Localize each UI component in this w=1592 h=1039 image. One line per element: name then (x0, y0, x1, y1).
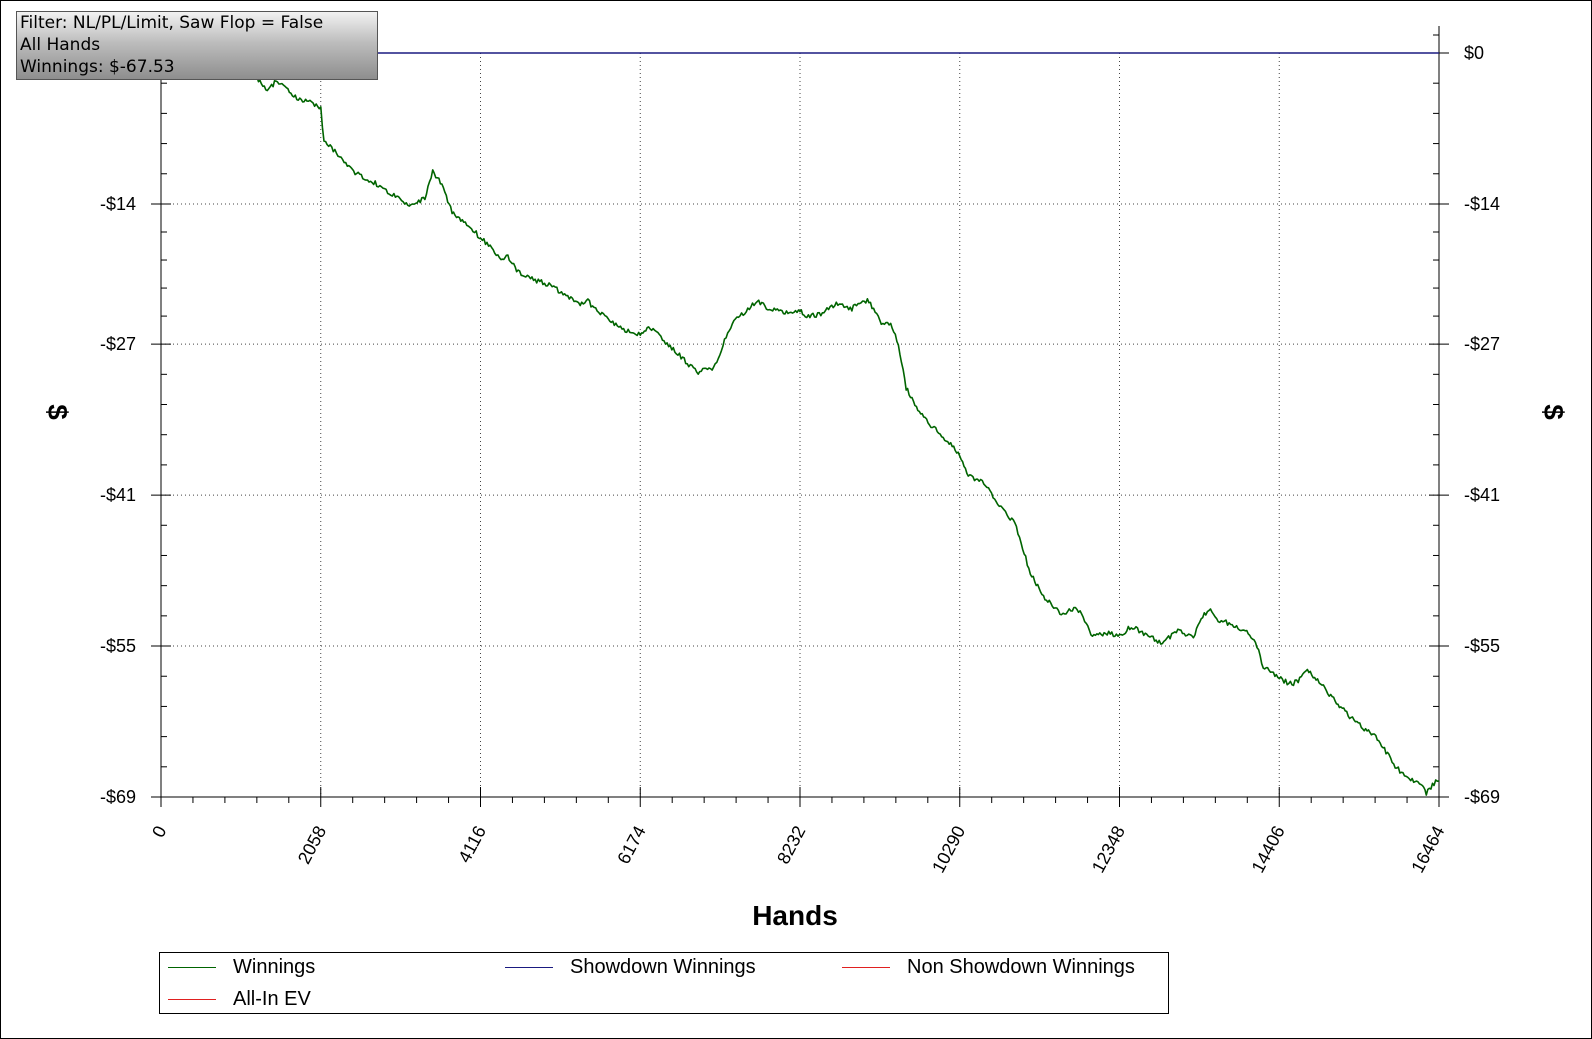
grid-lines (161, 52, 1439, 797)
series-line-winnings (160, 50, 1440, 796)
x-tick-label: 4116 (454, 822, 490, 866)
y-tick-label-left: -$27 (100, 334, 136, 354)
y-axis-title-left: $ (42, 404, 73, 420)
y-tick-label-right: -$27 (1464, 334, 1500, 354)
y-tick-label-right: -$55 (1464, 636, 1500, 656)
y-tick-label-right: -$41 (1464, 485, 1500, 505)
x-tick-label: 6174 (613, 822, 649, 867)
x-tick-label: 2058 (294, 822, 330, 867)
y-tick-label-left: -$41 (100, 485, 136, 505)
y-axis-title-right: $ (1538, 404, 1569, 420)
filter-text: Filter: NL/PL/Limit, Saw Flop = False (20, 13, 324, 33)
legend-item-non-showdown-winnings: Non Showdown Winnings (842, 955, 1135, 979)
axes (151, 26, 1449, 807)
x-tick-label: 12348 (1088, 822, 1129, 876)
x-tick-label: 8232 (773, 822, 809, 867)
legend-label-non-showdown-winnings: Non Showdown Winnings (907, 955, 1135, 978)
x-tick-label: 10290 (928, 822, 969, 876)
legend-item-all-in-ev: All-In EV (168, 987, 311, 1011)
y-tick-label-right: -$69 (1464, 787, 1500, 807)
tick-labels: $0$0-$14-$14-$27-$27-$41-$41-$55-$55-$69… (100, 43, 1500, 876)
filter-info-box: Filter: NL/PL/Limit, Saw Flop = False Al… (16, 11, 378, 80)
legend-swatch-non-showdown-winnings (842, 966, 890, 968)
y-tick-label-right: $0 (1464, 43, 1484, 63)
legend-swatch-winnings (168, 966, 216, 968)
legend-label-winnings: Winnings (233, 955, 316, 978)
y-tick-label-left: -$14 (100, 194, 136, 214)
legend-label-showdown-winnings: Showdown Winnings (570, 955, 756, 978)
x-axis-title: Hands (752, 900, 838, 931)
x-tick-label: 16464 (1407, 822, 1448, 876)
y-tick-label-left: -$69 (100, 787, 136, 807)
series-lines (160, 50, 1440, 796)
x-tick-label: 0 (148, 822, 170, 840)
hands-text: All Hands (20, 35, 101, 55)
legend-swatch-all-in-ev (168, 998, 216, 1000)
legend-swatch-showdown-winnings (505, 966, 553, 968)
y-tick-label-left: -$55 (100, 636, 136, 656)
legend-label-all-in-ev: All-In EV (233, 987, 311, 1010)
x-tick-label: 14406 (1248, 822, 1289, 876)
winnings-total-text: Winnings: $-67.53 (20, 57, 175, 77)
legend-item-winnings: Winnings (168, 955, 315, 979)
legend: Winnings Showdown Winnings Non Showdown … (159, 952, 1169, 1014)
y-tick-label-right: -$14 (1464, 194, 1500, 214)
legend-item-showdown-winnings: Showdown Winnings (505, 955, 756, 979)
